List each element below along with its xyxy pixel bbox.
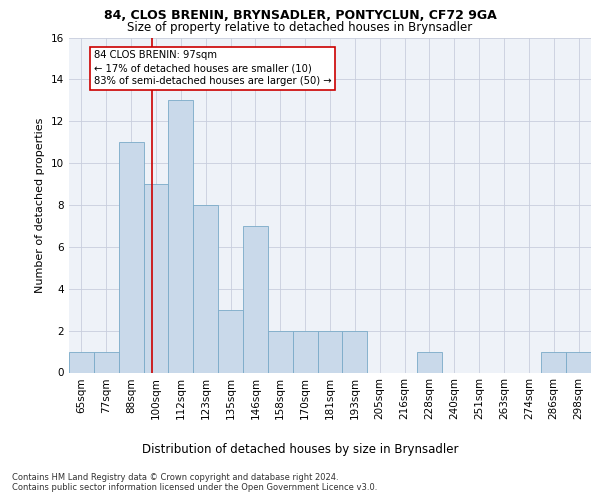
Bar bbox=[119, 142, 143, 372]
Bar bbox=[293, 330, 317, 372]
Text: 84 CLOS BRENIN: 97sqm
← 17% of detached houses are smaller (10)
83% of semi-deta: 84 CLOS BRENIN: 97sqm ← 17% of detached … bbox=[94, 50, 331, 86]
Bar bbox=[566, 352, 591, 372]
Bar bbox=[417, 352, 442, 372]
Bar bbox=[143, 184, 169, 372]
Bar bbox=[169, 100, 193, 372]
Bar bbox=[343, 330, 367, 372]
Text: 84, CLOS BRENIN, BRYNSADLER, PONTYCLUN, CF72 9GA: 84, CLOS BRENIN, BRYNSADLER, PONTYCLUN, … bbox=[104, 9, 496, 22]
Text: Distribution of detached houses by size in Brynsadler: Distribution of detached houses by size … bbox=[142, 442, 458, 456]
Bar bbox=[218, 310, 243, 372]
Text: Contains HM Land Registry data © Crown copyright and database right 2024.: Contains HM Land Registry data © Crown c… bbox=[12, 472, 338, 482]
Text: Size of property relative to detached houses in Brynsadler: Size of property relative to detached ho… bbox=[127, 21, 473, 34]
Y-axis label: Number of detached properties: Number of detached properties bbox=[35, 118, 46, 292]
Bar bbox=[541, 352, 566, 372]
Text: Contains public sector information licensed under the Open Government Licence v3: Contains public sector information licen… bbox=[12, 482, 377, 492]
Bar bbox=[69, 352, 94, 372]
Bar bbox=[193, 205, 218, 372]
Bar bbox=[317, 330, 343, 372]
Bar bbox=[268, 330, 293, 372]
Bar bbox=[94, 352, 119, 372]
Bar bbox=[243, 226, 268, 372]
